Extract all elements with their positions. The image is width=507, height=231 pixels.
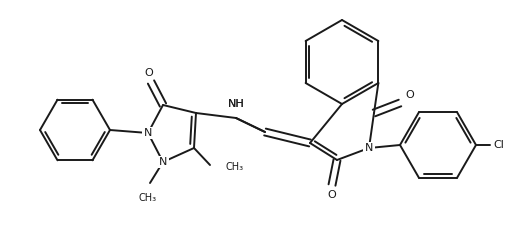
Text: N: N [159,157,167,167]
Text: NH: NH [228,99,244,109]
Text: O: O [328,190,336,200]
Text: N: N [365,143,373,153]
Text: O: O [405,90,414,100]
Text: N: N [144,128,152,138]
Text: CH₃: CH₃ [225,162,243,172]
Text: Cl: Cl [493,140,504,150]
Text: NH: NH [228,99,244,109]
Text: CH₃: CH₃ [139,193,157,203]
Text: O: O [144,68,154,78]
